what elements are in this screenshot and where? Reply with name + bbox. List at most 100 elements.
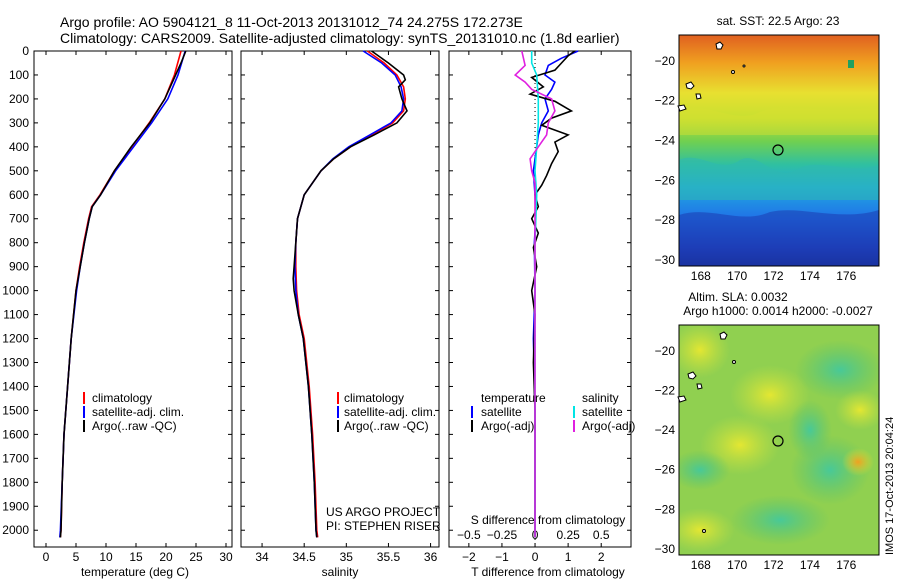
series-line-satellite-adj-clim-: [294, 50, 405, 538]
title-line-1: Argo profile: AO 5904121_8 11-Oct-2013 2…: [60, 14, 523, 30]
depth-tick-label: 1900: [2, 499, 29, 513]
depth-tick-label: 1600: [2, 427, 29, 441]
series-line-climatology: [59, 50, 182, 538]
salinity-xlabel: salinity: [322, 565, 359, 579]
series-line-salinity-argo-adj-: [513, 50, 556, 538]
map-y-tick-label: −24: [655, 134, 676, 148]
map-y-tick-label: −30: [655, 542, 676, 556]
difference-legend: temperature satellite Argo(-adj) salinit…: [471, 391, 635, 433]
sla-map-frame: [678, 324, 880, 556]
x-tick-label: 20: [159, 550, 173, 564]
legend-label-temp-argo: Argo(-adj): [481, 419, 534, 433]
map-x-tick-label: 168: [691, 269, 711, 283]
map-y-tick-label: −22: [655, 94, 676, 108]
depth-tick-label: 500: [9, 164, 29, 178]
map-y-tick-label: −22: [655, 383, 676, 397]
sst-argo-marker: [772, 144, 784, 156]
map-y-tick-label: −26: [655, 463, 676, 477]
map-x-tick-label: 170: [727, 269, 747, 283]
map-y-tick-label: −24: [655, 423, 676, 437]
s-diff-tick-label: 0.25: [556, 528, 580, 542]
x-tick-label: 0: [532, 550, 539, 564]
x-tick-label: 2: [598, 550, 605, 564]
legend-label-temp-satellite: satellite: [481, 405, 522, 419]
depth-tick-label: 400: [9, 140, 29, 154]
legend-label-climatology: climatology: [92, 391, 152, 405]
map-y-tick-label: −20: [655, 344, 676, 358]
x-tick-label: 0: [43, 550, 50, 564]
map-x-tick-label: 172: [764, 269, 784, 283]
depth-tick-label: 1000: [2, 284, 29, 298]
x-tick-label: 10: [99, 550, 113, 564]
depth-tick-label: 1300: [2, 355, 29, 369]
series-line-argo-raw-qc-: [292, 50, 408, 538]
temperature-xlabel: temperature (deg C): [81, 565, 189, 579]
map-x-tick-label: 170: [727, 558, 747, 572]
x-tick-label: −2: [462, 550, 476, 564]
difference-xlabel-top: S difference from climatology: [471, 513, 626, 527]
x-tick-label: 34.5: [293, 550, 317, 564]
depth-tick-label: 700: [9, 212, 29, 226]
x-tick-label: −1: [495, 550, 509, 564]
x-tick-label: 5: [73, 550, 80, 564]
map-y-tick-label: −30: [655, 253, 676, 267]
depth-tick-label: 0: [22, 44, 29, 58]
map-y-tick-label: −28: [655, 213, 676, 227]
sla-map-islands: [677, 331, 736, 533]
depth-tick-label: 1200: [2, 332, 29, 346]
imos-timestamp: IMOS 17-Oct-2013 20:04:24: [884, 417, 896, 555]
map-x-tick-label: 176: [836, 269, 856, 283]
map-x-tick-label: 168: [691, 558, 711, 572]
legend-label-satellite: satellite-adj. clim.: [344, 405, 436, 419]
sst-map-islands: [677, 41, 746, 112]
sla-argo-marker: [772, 435, 784, 447]
series-line-temperature-satellite: [532, 50, 579, 538]
legend-title-temperature: temperature: [481, 391, 546, 405]
depth-tick-label: 1100: [3, 308, 29, 322]
x-tick-label: 25: [189, 550, 203, 564]
map-x-tick-label: 174: [800, 558, 820, 572]
depth-tick-label: 600: [9, 188, 29, 202]
difference-xlabel: T difference from climatology: [471, 565, 625, 579]
map-x-tick-label: 176: [836, 558, 856, 572]
temperature-panel: [33, 50, 233, 548]
s-diff-tick-label: −0.5: [457, 528, 481, 542]
sst-map-title: sat. SST: 22.5 Argo: 23: [717, 14, 840, 28]
salinity-legend: climatology satellite-adj. clim. Argo(..…: [337, 391, 436, 433]
depth-tick-label: 2000: [2, 523, 29, 537]
x-tick-label: 35.5: [377, 550, 401, 564]
x-tick-label: 35: [340, 550, 354, 564]
difference-panel: [448, 50, 632, 548]
legend-label-sal-satellite: satellite: [582, 405, 623, 419]
depth-tick-label: 1800: [2, 475, 29, 489]
depth-tick-label: 1500: [2, 403, 29, 417]
salinity-panel: [240, 50, 440, 548]
map-y-tick-label: −28: [655, 502, 676, 516]
depth-tick-label: 800: [9, 236, 29, 250]
depth-tick-label: 1400: [2, 379, 29, 393]
project-pi: PI: STEPHEN RISER: [326, 519, 441, 533]
x-tick-label: 30: [219, 550, 233, 564]
depth-tick-label: 1700: [2, 451, 29, 465]
legend-label-climatology: climatology: [344, 391, 404, 405]
depth-tick-label: 200: [9, 92, 29, 106]
sla-map-field: [679, 325, 879, 555]
legend-label-satellite: satellite-adj. clim.: [92, 405, 184, 419]
legend-label-sal-argo: Argo(-adj): [582, 419, 635, 433]
sla-map-title: Altim. SLA: 0.0032: [688, 290, 788, 304]
s-diff-tick-label: 0.5: [593, 528, 610, 542]
legend-label-argo: Argo(..raw -QC): [92, 419, 177, 433]
map-x-tick-label: 172: [764, 558, 784, 572]
map-y-tick-label: −20: [655, 54, 676, 68]
map-x-tick-label: 174: [800, 269, 820, 283]
temperature-legend: climatology satellite-adj. clim. Argo(..…: [83, 391, 184, 433]
legend-title-salinity: salinity: [582, 391, 619, 405]
series-line-satellite-adj-clim-: [59, 50, 186, 538]
series-line-temperature-argo-adj-: [528, 50, 576, 538]
x-tick-label: 34: [255, 550, 269, 564]
project-name: US ARGO PROJECT: [326, 505, 441, 519]
x-tick-label: 36: [424, 550, 438, 564]
sst-map-frame: [678, 34, 880, 267]
title-line-2: Climatology: CARS2009. Satellite-adjuste…: [60, 30, 620, 46]
